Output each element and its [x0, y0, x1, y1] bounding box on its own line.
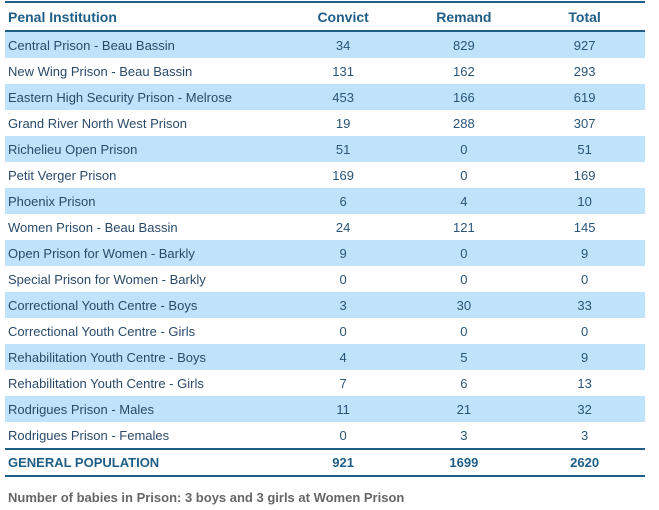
- header-penal-institution: Penal Institution: [8, 8, 117, 25]
- convict-count: 0: [339, 427, 347, 443]
- convict-count: 131: [332, 63, 354, 79]
- total-count: 9: [581, 349, 589, 365]
- table-row: Rodrigues Prison - Males 11 21 32: [5, 396, 645, 422]
- institution-name: Rehabilitation Youth Centre - Girls: [8, 375, 204, 391]
- remand-count: 0: [460, 167, 468, 183]
- table-row: Correctional Youth Centre - Girls 0 0 0: [5, 318, 645, 344]
- total-count: 13: [577, 375, 592, 391]
- institution-name: Women Prison - Beau Bassin: [8, 219, 178, 235]
- total-count: 51: [577, 141, 592, 157]
- table-row: Richelieu Open Prison 51 0 51: [5, 136, 645, 162]
- remand-count: 21: [456, 401, 472, 417]
- footer-grand-total: 2620: [570, 455, 600, 470]
- table-row: Petit Verger Prison 169 0 169: [5, 162, 645, 188]
- convict-count: 34: [335, 37, 351, 53]
- table-header-row: Penal Institution Convict Remand Total: [5, 2, 645, 31]
- total-count: 619: [573, 89, 596, 105]
- remand-count: 6: [460, 375, 468, 391]
- convict-count: 51: [335, 141, 351, 157]
- babies-note: Number of babies in Prison: 3 boys and 3…: [8, 490, 405, 505]
- table-row: Special Prison for Women - Barkly 0 0 0: [5, 266, 645, 292]
- institution-name: Correctional Youth Centre - Boys: [8, 297, 198, 313]
- remand-count: 3: [460, 427, 468, 443]
- table-row: Rehabilitation Youth Centre - Girls 7 6 13: [5, 370, 645, 396]
- institution-name: Phoenix Prison: [8, 193, 96, 209]
- remand-count: 0: [460, 271, 468, 287]
- institution-name: Rodrigues Prison - Females: [8, 427, 170, 443]
- convict-count: 6: [339, 193, 347, 209]
- institution-name: Central Prison - Beau Bassin: [8, 37, 175, 53]
- convict-count: 4: [339, 349, 347, 365]
- header-total: Total: [568, 8, 601, 25]
- convict-count: 453: [332, 89, 354, 105]
- total-count: 0: [581, 271, 589, 287]
- total-count: 3: [581, 427, 589, 443]
- institution-name: Richelieu Open Prison: [8, 141, 138, 157]
- total-count: 0: [581, 323, 589, 339]
- institution-name: Rehabilitation Youth Centre - Boys: [8, 349, 207, 365]
- institution-name: Grand River North West Prison: [8, 115, 187, 131]
- remand-count: 166: [453, 89, 475, 105]
- institution-name: Rodrigues Prison - Males: [8, 401, 154, 417]
- remand-count: 288: [453, 115, 475, 131]
- convict-count: 11: [336, 401, 350, 417]
- institution-name: New Wing Prison - Beau Bassin: [8, 63, 193, 79]
- remand-count: 829: [453, 37, 475, 53]
- header-remand: Remand: [436, 8, 492, 25]
- table-row: Central Prison - Beau Bassin 34 829 927: [5, 31, 645, 58]
- total-count: 293: [573, 63, 596, 79]
- remand-count: 0: [460, 323, 468, 339]
- total-count: 33: [577, 297, 592, 313]
- total-count: 10: [577, 193, 592, 209]
- convict-count: 9: [339, 245, 347, 261]
- table-row: Grand River North West Prison 19 288 307: [5, 110, 645, 136]
- footer-convict-total: 921: [332, 455, 354, 470]
- institution-name: Open Prison for Women - Barkly: [8, 245, 195, 261]
- total-count: 9: [581, 245, 589, 261]
- remand-count: 4: [460, 193, 468, 209]
- institution-name: Correctional Youth Centre - Girls: [8, 323, 196, 339]
- total-count: 145: [573, 219, 596, 235]
- table-row: Phoenix Prison 6 4 10: [5, 188, 645, 214]
- table-row: Women Prison - Beau Bassin 24 121 145: [5, 214, 645, 240]
- institution-name: Eastern High Security Prison - Melrose: [8, 89, 232, 105]
- table-body: Central Prison - Beau Bassin 34 829 927 New …: [5, 31, 645, 449]
- table-footer-row: GENERAL POPULATION 921 1699 2620: [5, 449, 645, 476]
- header-convict: Convict: [317, 8, 369, 25]
- remand-count: 5: [460, 349, 468, 365]
- convict-count: 3: [339, 297, 347, 313]
- table-row: Correctional Youth Centre - Boys 3 30 33: [5, 292, 645, 318]
- footer-label: GENERAL POPULATION: [8, 455, 160, 470]
- table-row: Rehabilitation Youth Centre - Boys 4 5 9: [5, 344, 645, 370]
- institution-name: Special Prison for Women - Barkly: [8, 271, 206, 287]
- remand-count: 30: [456, 297, 472, 313]
- convict-count: 24: [335, 219, 351, 235]
- convict-count: 7: [339, 375, 347, 391]
- total-count: 927: [573, 37, 596, 53]
- remand-count: 0: [460, 141, 468, 157]
- table-row: New Wing Prison - Beau Bassin 131 162 293: [5, 58, 645, 84]
- institution-name: Petit Verger Prison: [8, 167, 117, 183]
- total-count: 32: [577, 401, 592, 417]
- total-count: 307: [573, 115, 596, 131]
- convict-count: 19: [335, 115, 351, 131]
- table-row: Open Prison for Women - Barkly 9 0 9: [5, 240, 645, 266]
- total-count: 169: [573, 167, 596, 183]
- convict-count: 0: [339, 323, 347, 339]
- prison-population-table: Penal Institution Convict Remand Total C…: [5, 1, 645, 477]
- convict-count: 169: [332, 167, 354, 183]
- remand-count: 121: [453, 219, 475, 235]
- remand-count: 0: [460, 245, 468, 261]
- remand-count: 162: [453, 63, 475, 79]
- table-row: Rodrigues Prison - Females 0 3 3: [5, 422, 645, 449]
- footer-remand-total: 1699: [449, 455, 479, 470]
- convict-count: 0: [339, 271, 347, 287]
- table-row: Eastern High Security Prison - Melrose 45…: [5, 84, 645, 110]
